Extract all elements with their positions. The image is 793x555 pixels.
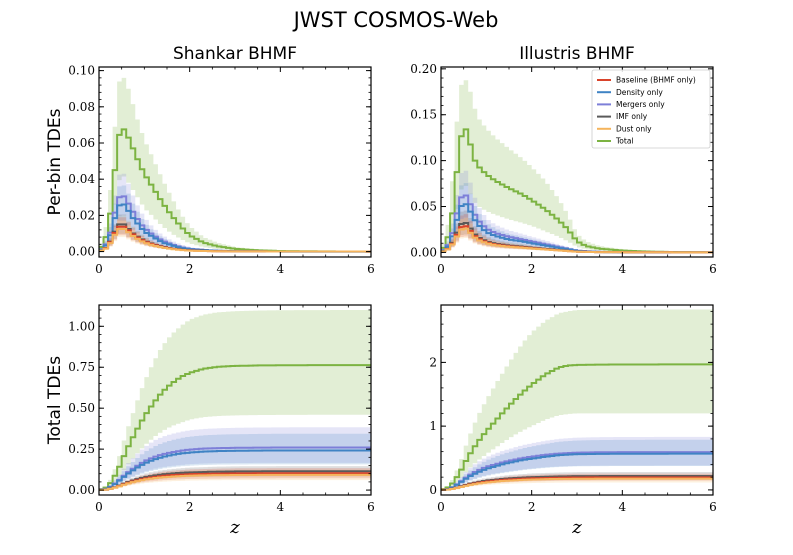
y-tick-label: 0.05 xyxy=(410,200,437,214)
line-total xyxy=(99,364,371,491)
band-total xyxy=(99,309,371,490)
x-tick-label: 6 xyxy=(709,500,717,514)
y-tick-label: 0.08 xyxy=(68,100,95,114)
band-density xyxy=(99,185,371,252)
y-tick-label: 0 xyxy=(429,483,437,497)
y-axis-label: Per-bin TDEs xyxy=(45,108,65,215)
line-imf xyxy=(99,470,371,491)
x-tick-label: 6 xyxy=(709,262,717,276)
panel-bottom-right: 0 2 4 6 0 1 2 z xyxy=(429,304,717,538)
panel-title: Shankar BHMF xyxy=(173,44,297,64)
panel-bottom-left: 0 2 4 6 0.00 0.25 0.50 0.75 1.00 Total TDEs z xyxy=(45,304,375,538)
line-dust xyxy=(441,477,713,491)
x-tick-label: 4 xyxy=(277,500,285,514)
x-axis-label: z xyxy=(229,517,240,538)
band-imf xyxy=(99,214,371,252)
plot-area xyxy=(99,77,371,253)
panel-title: Illustris BHMF xyxy=(519,44,635,64)
band-density xyxy=(441,183,713,253)
x-tick-label: 0 xyxy=(95,500,103,514)
y-tick-label: 2 xyxy=(429,355,437,369)
x-tick-label: 2 xyxy=(528,500,536,514)
x-tick-label: 6 xyxy=(367,500,375,514)
y-tick-label: 0.15 xyxy=(410,108,437,122)
x-axis-label: z xyxy=(571,517,582,538)
y-tick-label: 0.00 xyxy=(68,483,95,497)
y-tick-label: 0.10 xyxy=(68,64,95,78)
x-tick-label: 2 xyxy=(186,262,194,276)
y-tick-label: 0.50 xyxy=(68,401,95,415)
band-mergers xyxy=(441,436,713,490)
y-tick-label: 1.00 xyxy=(68,319,95,333)
legend-label-total: Total xyxy=(615,137,634,146)
line-dust xyxy=(99,227,371,253)
line-total xyxy=(441,363,713,491)
legend-label-density: Density only xyxy=(616,88,663,97)
band-imf xyxy=(441,210,713,253)
y-tick-label: 1 xyxy=(429,419,437,433)
plot-area xyxy=(441,309,713,491)
band-mergers xyxy=(441,170,713,253)
line-dust xyxy=(441,227,713,254)
line-mergers xyxy=(99,446,371,491)
y-tick-label: 0.02 xyxy=(68,208,95,222)
figure-suptitle: JWST COSMOS-Web xyxy=(292,8,499,32)
y-tick-label: 0.10 xyxy=(410,154,437,168)
x-tick-label: 4 xyxy=(619,500,627,514)
band-baseline xyxy=(441,214,713,253)
plot-area xyxy=(441,80,713,254)
legend-label-dust: Dust only xyxy=(616,124,652,133)
plot-area xyxy=(99,309,371,491)
line-density xyxy=(441,452,713,491)
x-tick-label: 0 xyxy=(437,262,445,276)
x-tick-label: 0 xyxy=(437,500,445,514)
band-mergers xyxy=(99,173,371,252)
y-axis-label: Total TDEs xyxy=(45,356,65,445)
line-mergers xyxy=(441,451,713,491)
x-tick-label: 0 xyxy=(95,262,103,276)
band-baseline xyxy=(99,217,371,252)
legend-label-mergers: Mergers only xyxy=(616,100,665,109)
y-tick-label: 0.75 xyxy=(68,360,95,374)
y-tick-label: 0.06 xyxy=(68,136,95,150)
y-tick-label: 0.25 xyxy=(68,442,95,456)
line-dust xyxy=(99,473,371,491)
line-density xyxy=(99,449,371,491)
x-tick-label: 2 xyxy=(186,500,194,514)
x-tick-label: 4 xyxy=(619,262,627,276)
band-total xyxy=(441,80,713,253)
x-tick-label: 6 xyxy=(367,262,375,276)
band-dust xyxy=(441,217,713,253)
band-total xyxy=(441,309,713,490)
band-mergers xyxy=(99,427,371,490)
legend-box xyxy=(591,69,711,149)
legend-label-imf: IMF only xyxy=(616,112,648,121)
y-tick-label: 0.20 xyxy=(410,62,437,76)
band-dust xyxy=(99,220,371,252)
legend-label-baseline: Baseline (BHMF only) xyxy=(616,76,696,85)
legend: Baseline (BHMF only) Density only Mergers … xyxy=(591,69,711,149)
y-tick-label: 0.00 xyxy=(68,245,95,259)
x-tick-label: 2 xyxy=(528,262,536,276)
panel-top-left: 0 2 4 6 0.00 0.02 0.04 0.06 0.08 0.10 Shankar BHMF… xyxy=(45,44,375,276)
panel-top-right: 0 2 4 6 0.00 0.05 0.10 0.15 0.20 Illustris BHMF Ba… xyxy=(410,44,717,276)
y-tick-label: 0.04 xyxy=(68,172,95,186)
y-tick-label: 0.00 xyxy=(410,245,437,259)
x-tick-label: 4 xyxy=(277,262,285,276)
